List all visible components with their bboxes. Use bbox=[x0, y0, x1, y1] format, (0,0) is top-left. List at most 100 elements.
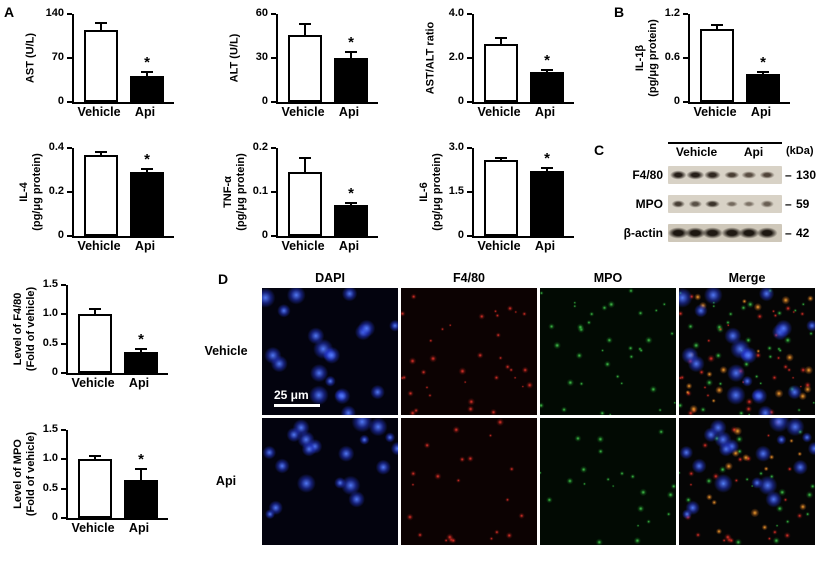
kda-tick: – bbox=[785, 197, 792, 211]
error-bar bbox=[304, 22, 306, 35]
y-tick-mark bbox=[271, 101, 276, 103]
micro-col-header-merge: Merge bbox=[728, 271, 766, 285]
y-tick-label: 1.2 bbox=[664, 7, 680, 19]
chart-alt: ALT (U/L) 0 30 60 * Vehicle Api bbox=[218, 4, 390, 126]
bar-api bbox=[334, 58, 368, 102]
y-tick-label: 0.5 bbox=[42, 336, 58, 349]
y-tick-mark bbox=[683, 101, 688, 103]
bar-api bbox=[124, 352, 158, 373]
error-bar bbox=[146, 167, 148, 173]
error-bar bbox=[140, 347, 142, 353]
y-tick-mark bbox=[61, 313, 66, 316]
y-tick-label: 0 bbox=[57, 229, 64, 241]
error-bar bbox=[146, 70, 148, 76]
plot-area: * bbox=[276, 148, 378, 238]
bar-api bbox=[130, 75, 164, 102]
chart-mpo-fold: Level of MPO (Fold of vehicle) 0 0.5 1.0 1.5 *… bbox=[8, 420, 180, 542]
x-category-label: Api bbox=[750, 105, 772, 119]
y-tick-mark bbox=[61, 517, 66, 519]
error-bar-cap bbox=[345, 50, 357, 53]
y-tick-mark bbox=[683, 13, 688, 15]
blot-group-api: Api bbox=[743, 145, 764, 159]
error-bar-cap bbox=[95, 22, 107, 25]
bar-vehicle bbox=[484, 159, 518, 236]
plot-area: * bbox=[72, 14, 174, 104]
error-bar-cap bbox=[299, 156, 311, 159]
blot-strip-f480 bbox=[668, 166, 782, 184]
y-tick-label: 4.0 bbox=[448, 7, 464, 19]
chart-il1b: IL-1β (pg/μg protein) 0 0.6 1.2 * Vehicle Api bbox=[630, 4, 802, 126]
y-tick-mark bbox=[271, 147, 276, 149]
y-axis-label-text: ALT (U/L) bbox=[228, 33, 241, 83]
x-category-label: Api bbox=[534, 105, 556, 119]
blot-row-mpo: MPO – 59 bbox=[608, 195, 822, 215]
x-category-label: Api bbox=[128, 376, 150, 390]
micro-col-header-mpo: MPO bbox=[593, 271, 623, 285]
y-tick-label: 70 bbox=[51, 51, 64, 63]
y-tick-label: 0 bbox=[51, 366, 58, 378]
blot-row-actin: β-actin – 42 bbox=[608, 224, 822, 244]
error-bar bbox=[140, 468, 142, 480]
bar-api bbox=[334, 205, 368, 236]
error-bar-cap bbox=[89, 308, 101, 311]
significance-asterisk: * bbox=[544, 52, 550, 69]
y-tick-label: 0.4 bbox=[48, 141, 64, 153]
micro-col-header-dapi: DAPI bbox=[315, 271, 345, 285]
y-tick-mark bbox=[467, 147, 472, 149]
y-tick-label: 0 bbox=[261, 95, 268, 107]
bar-vehicle bbox=[288, 172, 322, 236]
kda-tick: – bbox=[785, 168, 792, 182]
y-axis-label-text: Level of MPO (Fold of vehicle) bbox=[12, 431, 37, 517]
y-tick-label: 30 bbox=[255, 51, 268, 63]
y-axis-label-text: Level of F4/80 (Fold of vehicle) bbox=[12, 286, 37, 372]
significance-asterisk: * bbox=[138, 451, 144, 469]
micro-cell-vehicle-f480 bbox=[401, 288, 537, 415]
micro-cell-vehicle-dapi: 25 μm bbox=[262, 288, 398, 415]
x-category-label: Api bbox=[534, 239, 556, 253]
blot-strip-mpo bbox=[668, 195, 782, 213]
significance-asterisk: * bbox=[544, 150, 550, 168]
plot-area: * bbox=[276, 14, 378, 104]
chart-il4: IL-4 (pg/μg protein) 0 0.2 0.4 * Vehicle Api bbox=[14, 138, 186, 260]
y-tick-mark bbox=[271, 191, 276, 193]
error-bar-cap bbox=[541, 69, 553, 71]
y-tick-mark bbox=[683, 57, 688, 59]
y-tick-label: 0 bbox=[457, 229, 464, 241]
y-axis-label-text: AST (U/L) bbox=[24, 32, 37, 84]
blot-mw-actin: 42 bbox=[796, 226, 810, 240]
y-tick-mark bbox=[67, 101, 72, 103]
error-bar-cap bbox=[495, 157, 507, 160]
error-bar-cap bbox=[89, 455, 101, 458]
y-tick-mark bbox=[67, 235, 72, 237]
y-tick-mark bbox=[61, 487, 66, 490]
blot-label-f480: F4/80 bbox=[632, 168, 663, 182]
x-category-label: Vehicle bbox=[477, 105, 521, 119]
y-tick-label: 1.0 bbox=[42, 307, 58, 320]
micro-cell-api-mpo bbox=[540, 418, 676, 545]
y-tick-label: 0 bbox=[457, 95, 464, 107]
chart-tnfa: TNF-α (pg/μg protein) 0 0.1 0.2 * Vehicle Api bbox=[218, 138, 390, 260]
y-tick-label: 0 bbox=[261, 229, 268, 241]
x-category-label: Api bbox=[134, 105, 156, 119]
bar-api bbox=[530, 72, 564, 102]
y-tick-label: 1.0 bbox=[42, 452, 58, 465]
y-tick-mark bbox=[467, 191, 472, 193]
error-bar-cap bbox=[541, 167, 553, 170]
error-bar-cap bbox=[141, 70, 153, 73]
y-tick-label: 60 bbox=[255, 7, 268, 19]
plot-area: * bbox=[66, 430, 168, 520]
kda-tick: – bbox=[785, 226, 792, 240]
y-tick-label: 1.5 bbox=[42, 278, 58, 290]
error-bar-cap bbox=[95, 151, 107, 154]
bar-vehicle bbox=[84, 154, 118, 236]
error-bar-cap bbox=[135, 347, 147, 350]
significance-asterisk: * bbox=[760, 54, 766, 72]
y-tick-mark bbox=[67, 147, 72, 149]
microscopy-grid: 25 μm bbox=[262, 288, 815, 545]
plot-area: * bbox=[66, 285, 168, 375]
micro-cell-vehicle-mpo bbox=[540, 288, 676, 415]
x-category-label: Vehicle bbox=[281, 105, 325, 119]
y-tick-mark bbox=[271, 13, 276, 15]
x-category-label: Api bbox=[338, 239, 360, 253]
bar-vehicle bbox=[84, 29, 118, 102]
